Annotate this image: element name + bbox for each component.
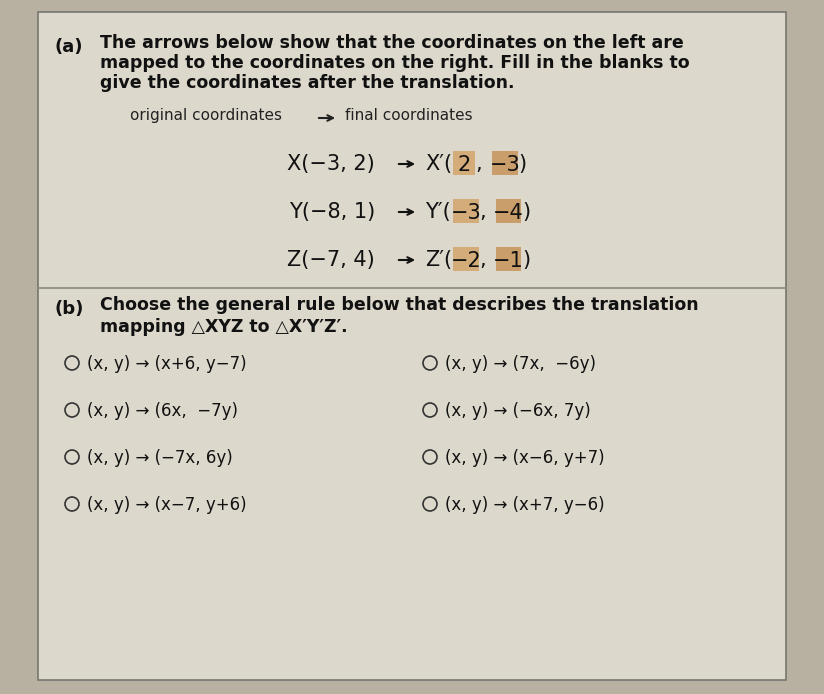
FancyBboxPatch shape [453,247,479,271]
Text: (x, y) → (−6x, 7y): (x, y) → (−6x, 7y) [445,402,591,420]
Text: The arrows below show that the coordinates on the left are: The arrows below show that the coordinat… [100,34,684,52]
Text: −4: −4 [493,203,524,223]
FancyBboxPatch shape [496,247,522,271]
Text: (a): (a) [55,38,83,56]
Text: ): ) [522,202,531,222]
Circle shape [65,497,79,511]
Text: X′(: X′( [425,154,452,174]
Text: −2: −2 [451,251,481,271]
Text: (x, y) → (x+6, y−7): (x, y) → (x+6, y−7) [87,355,246,373]
Text: (x, y) → (x−7, y+6): (x, y) → (x−7, y+6) [87,496,246,514]
FancyBboxPatch shape [38,12,786,680]
Text: original coordinates: original coordinates [130,108,282,123]
Text: ,: , [480,202,494,222]
Text: final coordinates: final coordinates [345,108,473,123]
FancyBboxPatch shape [496,199,522,223]
Text: −3: −3 [489,155,520,175]
Circle shape [423,356,437,370]
Text: (x, y) → (−7x, 6y): (x, y) → (−7x, 6y) [87,449,232,467]
Circle shape [423,450,437,464]
FancyBboxPatch shape [492,151,517,175]
Text: X(−3, 2): X(−3, 2) [288,154,375,174]
Text: Y(−8, 1): Y(−8, 1) [288,202,375,222]
Circle shape [423,403,437,417]
Text: ): ) [522,250,531,270]
Text: Choose the general rule below that describes the translation: Choose the general rule below that descr… [100,296,699,314]
Text: ,: , [480,250,494,270]
Text: mapping △XYZ to △X′Y′Z′.: mapping △XYZ to △X′Y′Z′. [100,318,348,336]
Circle shape [65,356,79,370]
Text: ,: , [476,154,489,174]
Text: (x, y) → (x−6, y+7): (x, y) → (x−6, y+7) [445,449,605,467]
FancyBboxPatch shape [453,199,479,223]
Text: (x, y) → (6x,  −7y): (x, y) → (6x, −7y) [87,402,238,420]
Text: −3: −3 [451,203,481,223]
Text: −1: −1 [493,251,524,271]
Text: Z′(: Z′( [425,250,452,270]
Circle shape [423,497,437,511]
Text: Z(−7, 4): Z(−7, 4) [288,250,375,270]
Text: Y′(: Y′( [425,202,451,222]
Text: (x, y) → (x+7, y−6): (x, y) → (x+7, y−6) [445,496,605,514]
Text: ): ) [518,154,527,174]
Text: (x, y) → (7x,  −6y): (x, y) → (7x, −6y) [445,355,596,373]
Circle shape [65,403,79,417]
Text: (b): (b) [55,300,84,318]
Circle shape [65,450,79,464]
Text: give the coordinates after the translation.: give the coordinates after the translati… [100,74,514,92]
Text: 2: 2 [458,155,471,175]
FancyBboxPatch shape [453,151,475,175]
Text: mapped to the coordinates on the right. Fill in the blanks to: mapped to the coordinates on the right. … [100,54,690,72]
